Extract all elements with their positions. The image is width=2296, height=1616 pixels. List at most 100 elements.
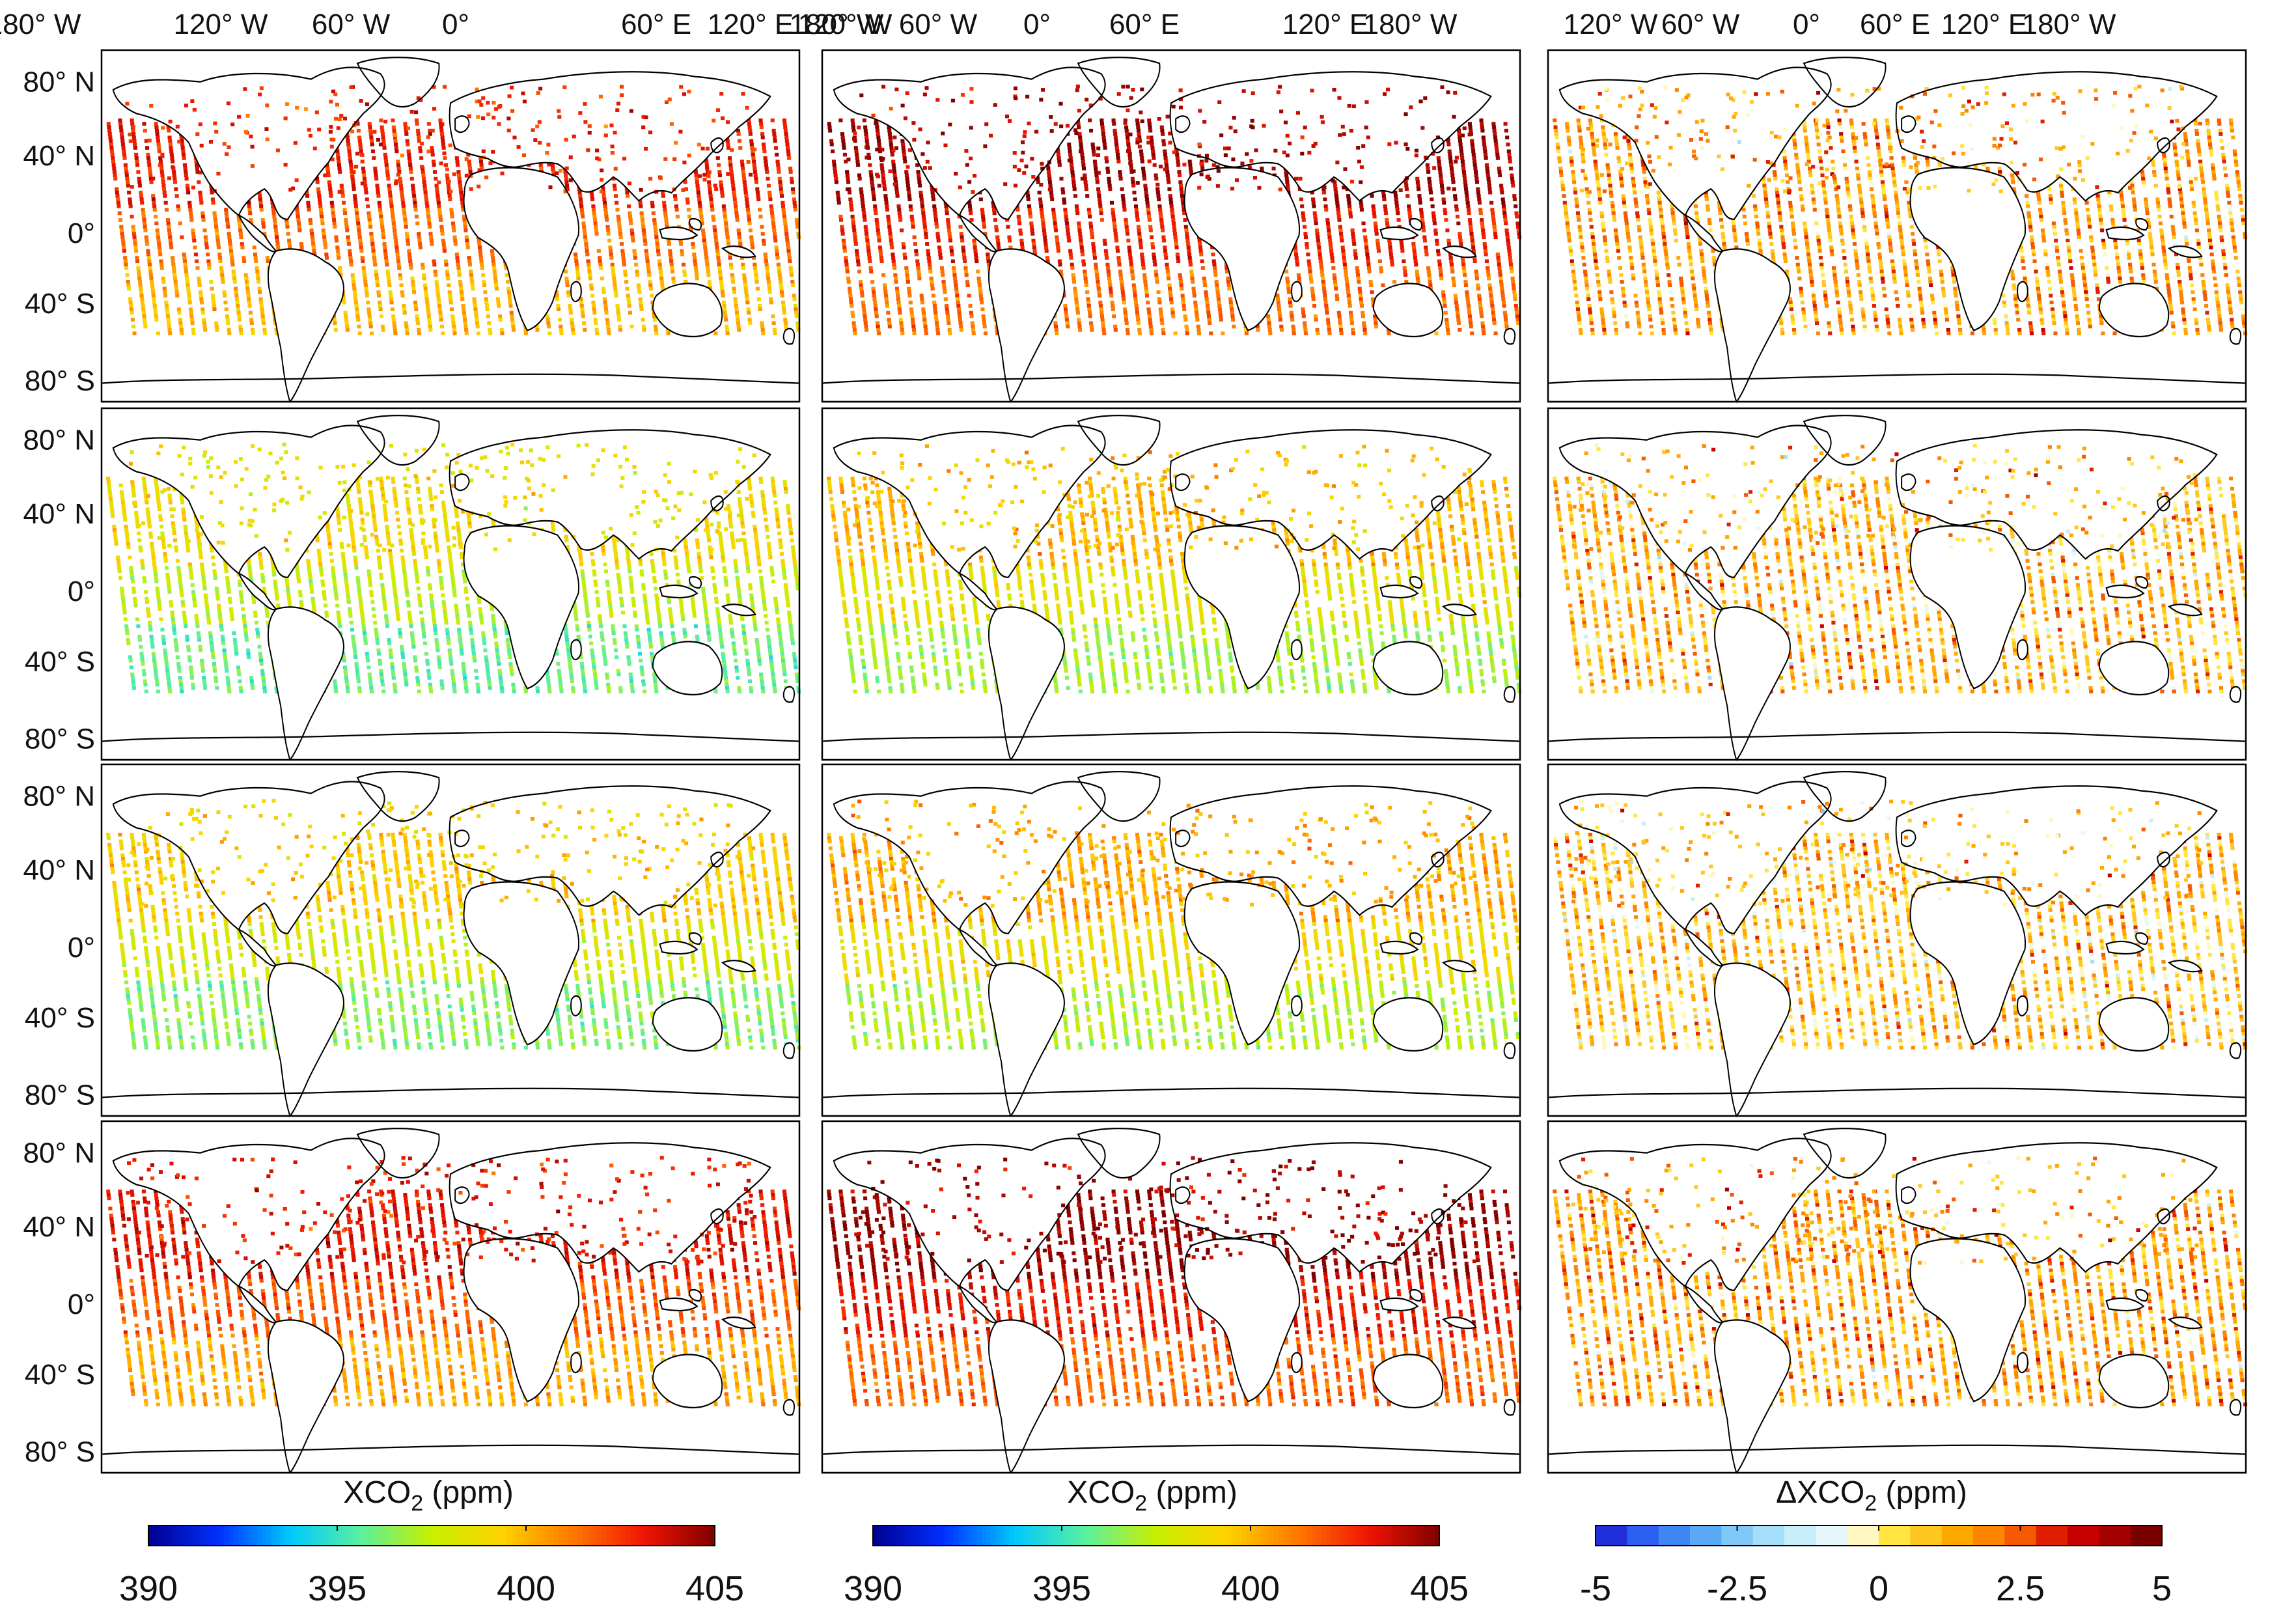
colorbar-swatch <box>1152 1525 1157 1546</box>
colorbar-tick-label: -5 <box>1580 1569 1611 1608</box>
longitude-label: 60° E <box>621 8 691 40</box>
map-panel-r1-c2 <box>822 50 1521 402</box>
colorbar-swatch <box>1062 1525 1067 1546</box>
colorbar-swatch <box>1284 1525 1289 1546</box>
colorbar-swatch <box>1118 1525 1124 1546</box>
colorbar-swatch <box>1019 1525 1025 1546</box>
colorbar-swatch <box>1317 1525 1322 1546</box>
longitude-label: 0° <box>1793 8 1820 40</box>
map-panel-r3-c3 <box>1548 764 2247 1116</box>
colorbar-swatch <box>1340 1525 1346 1546</box>
colorbar-swatch <box>1364 1525 1369 1546</box>
colorbar-swatch <box>342 1525 347 1546</box>
colorbar-swatch <box>1274 1525 1279 1546</box>
colorbar-swatch <box>474 1525 479 1546</box>
longitude-label: 60° W <box>899 8 978 40</box>
longitude-label: 180° W <box>0 8 81 40</box>
longitude-label: 0° <box>442 8 469 40</box>
colorbar-swatch <box>967 1525 973 1546</box>
latitude-label: 0° <box>68 576 95 607</box>
colorbar-swatch <box>1114 1525 1119 1546</box>
colorbar-swatch <box>432 1525 437 1546</box>
colorbar-swatch <box>498 1525 503 1546</box>
map-panel-r4-c2 <box>822 1121 1521 1473</box>
colorbar-swatch <box>1156 1525 1161 1546</box>
colorbar-swatch <box>635 1525 640 1546</box>
colorbar-swatch <box>878 1525 883 1546</box>
colorbar-swatch <box>2068 1525 2099 1546</box>
colorbar-swatch <box>682 1525 687 1546</box>
colorbar-swatch <box>1161 1525 1166 1546</box>
colorbar-swatch <box>982 1525 987 1546</box>
colorbar-swatch <box>153 1525 158 1546</box>
map-panel-r4-c3 <box>1548 1121 2247 1473</box>
colorbar-swatch <box>1232 1525 1237 1546</box>
colorbar-swatch <box>677 1525 682 1546</box>
colorbar-swatch <box>1015 1525 1020 1546</box>
colorbar-swatch <box>1659 1525 1691 1546</box>
colorbar-swatch <box>347 1525 352 1546</box>
colorbar-swatch <box>906 1525 911 1546</box>
colorbar-swatch <box>1213 1525 1218 1546</box>
colorbar-swatch <box>1816 1525 1847 1546</box>
colorbar-swatch <box>1374 1525 1379 1546</box>
colorbar-swatch <box>417 1525 422 1546</box>
colorbar-swatch <box>1147 1525 1152 1546</box>
colorbar-swatch <box>574 1525 579 1546</box>
colorbar-swatch <box>873 1525 878 1546</box>
colorbar-swatch <box>706 1525 711 1546</box>
longitude-label: 120° W <box>1564 8 1658 40</box>
colorbar-swatch <box>517 1525 522 1546</box>
colorbar-title-unit: (ppm) <box>1147 1475 1238 1510</box>
colorbar-swatch <box>1047 1525 1053 1546</box>
colorbar-swatch <box>281 1525 286 1546</box>
colorbar-tick-label: 395 <box>308 1569 367 1608</box>
colorbar-swatch <box>559 1525 564 1546</box>
colorbar-swatch <box>1312 1525 1317 1546</box>
colorbar-swatch <box>1359 1525 1364 1546</box>
map-panel-r2-c1 <box>102 408 801 760</box>
colorbar-swatch <box>172 1525 177 1546</box>
colorbar-swatch <box>361 1525 366 1546</box>
colorbar-swatch <box>389 1525 394 1546</box>
colorbar-swatch <box>1307 1525 1312 1546</box>
colorbar-swatch <box>986 1525 991 1546</box>
colorbar-swatch <box>299 1525 305 1546</box>
colorbar-swatch <box>295 1525 300 1546</box>
colorbar-swatch <box>484 1525 489 1546</box>
colorbar-swatch <box>1425 1525 1430 1546</box>
colorbar-swatch <box>385 1525 390 1546</box>
colorbar-swatch <box>1010 1525 1015 1546</box>
colorbar-swatch <box>488 1525 493 1546</box>
colorbar-swatch <box>958 1525 963 1546</box>
colorbar-title-main: ΔXCO <box>1776 1475 1864 1510</box>
colorbar-swatch <box>1208 1525 1213 1546</box>
colorbar-swatch <box>1411 1525 1417 1546</box>
colorbar-swatch <box>1255 1525 1260 1546</box>
colorbar-swatch <box>597 1525 602 1546</box>
colorbar-swatch <box>1081 1525 1086 1546</box>
longitude-label: 60° E <box>1860 8 1930 40</box>
colorbar-swatch <box>930 1525 935 1546</box>
colorbar-swatch <box>436 1525 441 1546</box>
colorbar-swatch <box>672 1525 678 1546</box>
colorbar-swatch <box>1260 1525 1266 1546</box>
colorbar-swatch <box>1170 1525 1176 1546</box>
colorbar-swatch <box>1227 1525 1232 1546</box>
colorbar-swatch <box>422 1525 428 1546</box>
colorbar-swatch <box>620 1525 626 1546</box>
colorbar-swatch <box>1397 1525 1402 1546</box>
colorbar-swatch <box>163 1525 168 1546</box>
colorbar-swatch <box>257 1525 262 1546</box>
colorbar-swatch <box>328 1525 333 1546</box>
colorbar-swatch <box>1066 1525 1072 1546</box>
latitude-label: 40° N <box>23 498 95 530</box>
colorbar-swatch <box>625 1525 630 1546</box>
colorbar-swatch <box>262 1525 267 1546</box>
colorbar-swatch <box>1383 1525 1388 1546</box>
colorbar-swatch <box>394 1525 399 1546</box>
colorbar-swatch <box>450 1525 456 1546</box>
colorbar-swatch <box>1345 1525 1350 1546</box>
colorbar-swatch <box>639 1525 644 1546</box>
colorbar-swatch <box>186 1525 191 1546</box>
